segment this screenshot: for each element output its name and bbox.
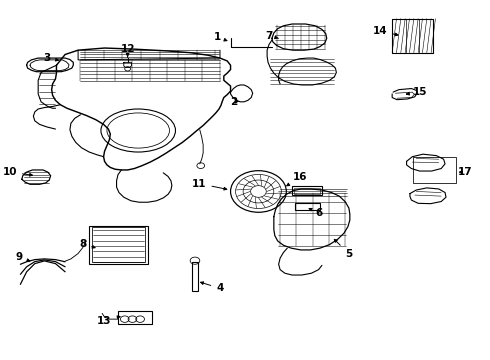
- Text: 15: 15: [406, 87, 427, 97]
- Text: 6: 6: [309, 208, 322, 218]
- Bar: [294, 203, 319, 211]
- Text: 17: 17: [458, 167, 473, 177]
- Text: 5: 5: [334, 239, 352, 258]
- Text: 8: 8: [79, 239, 95, 249]
- Text: 1: 1: [214, 32, 227, 42]
- Text: 13: 13: [97, 316, 120, 325]
- Bar: [392, 19, 433, 53]
- Bar: [92, 227, 146, 262]
- Bar: [292, 186, 322, 195]
- Bar: [118, 311, 152, 324]
- Text: 16: 16: [287, 172, 308, 186]
- Bar: [294, 188, 320, 194]
- Text: 4: 4: [200, 282, 223, 293]
- Text: 9: 9: [16, 252, 30, 262]
- Bar: [89, 226, 148, 264]
- Text: 11: 11: [192, 179, 227, 190]
- Text: 2: 2: [231, 97, 238, 107]
- Text: 12: 12: [121, 44, 135, 57]
- Bar: [192, 262, 198, 291]
- Text: 14: 14: [373, 26, 398, 36]
- Text: 10: 10: [2, 167, 32, 177]
- Text: 7: 7: [266, 31, 278, 41]
- Bar: [414, 157, 456, 183]
- Text: 3: 3: [44, 53, 58, 63]
